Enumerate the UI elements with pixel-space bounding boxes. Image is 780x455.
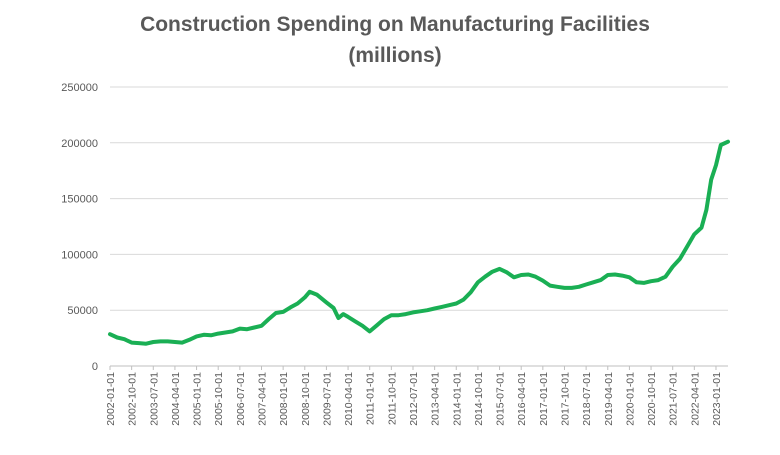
- chart-title-line-1: Construction Spending on Manufacturing F…: [140, 13, 650, 36]
- chart-title-line-2: (millions): [348, 44, 441, 67]
- x-tick-label: 2008-10-01: [300, 372, 312, 426]
- x-tick-label: 2011-01-01: [365, 372, 377, 425]
- y-tick-label: 150000: [61, 194, 98, 206]
- x-tick-label: 2010-04-01: [343, 372, 355, 426]
- y-axis-tick-labels: 0 50000 100000 150000 200000 250000: [61, 82, 98, 373]
- x-tick-label: 2005-01-01: [192, 372, 204, 426]
- x-tick-label: 2014-10-01: [473, 372, 485, 426]
- x-tick-label: 2012-07-01: [408, 372, 420, 426]
- x-tick-label: 2022-04-01: [689, 372, 701, 426]
- x-tick-label: 2018-07-01: [581, 372, 593, 426]
- x-tick-label: 2006-07-01: [235, 372, 247, 426]
- y-tick-label: 0: [92, 361, 98, 373]
- x-tick-label: 2013-04-01: [430, 372, 442, 426]
- x-tick-label: 2004-04-01: [170, 372, 182, 426]
- x-tick-label: 2021-07-01: [668, 372, 680, 426]
- x-tick-label: 2020-10-01: [646, 372, 658, 426]
- series-layer: [108, 139, 730, 346]
- x-tick-label: 2011-10-01: [386, 372, 398, 425]
- x-tick-label: 2017-01-01: [538, 372, 550, 426]
- y-tick-label: 50000: [67, 305, 98, 317]
- x-tick-label: 2009-07-01: [321, 372, 333, 426]
- x-tick-label: 2008-01-01: [278, 372, 290, 426]
- y-tick-label: 200000: [61, 138, 98, 150]
- x-tick-label: 2007-04-01: [256, 372, 268, 426]
- x-tick-label: 2016-04-01: [516, 372, 528, 426]
- y-tick-label: 250000: [61, 82, 98, 94]
- x-tick-label: 2002-01-01: [105, 372, 117, 426]
- gridlines: [110, 86, 728, 311]
- x-tick-label: 2005-10-01: [213, 372, 225, 426]
- x-axis-tick-labels: 2002-01-01 2002-10-01 2003-07-01 2004-04-01…: [105, 366, 723, 426]
- x-tick-label: 2014-01-01: [451, 372, 463, 426]
- y-tick-label: 100000: [61, 249, 98, 261]
- x-tick-label: 2003-07-01: [148, 372, 160, 426]
- x-tick-label: 2023-01-01: [711, 372, 723, 426]
- x-tick-label: 2017-10-01: [559, 372, 571, 426]
- x-tick-label: 2002-10-01: [127, 372, 139, 426]
- series-line: [108, 139, 730, 346]
- x-tick-label: 2019-04-01: [603, 372, 615, 426]
- x-tick-label: 2020-01-01: [624, 372, 636, 426]
- x-tick-label: 2015-07-01: [495, 372, 507, 426]
